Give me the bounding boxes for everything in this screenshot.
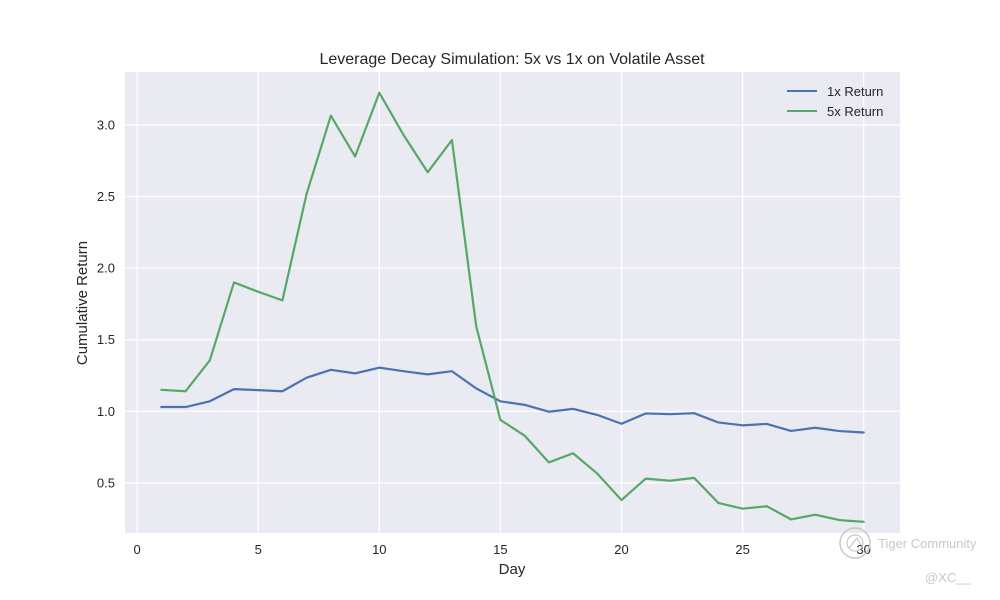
series-line-1x <box>160 366 865 434</box>
legend: 1x Return 5x Return <box>787 84 883 119</box>
x-tick-label: 10 <box>372 542 386 557</box>
x-tick-label: 20 <box>614 542 628 557</box>
watermark-handle: @XC__ <box>925 570 971 585</box>
x-tick-label: 5 <box>255 542 262 557</box>
x-tick-label: 30 <box>856 542 870 557</box>
watermark: Tiger Community @XC__ <box>839 527 977 585</box>
y-tick-label: 3.0 <box>97 117 115 132</box>
y-tick-label: 2.0 <box>97 261 115 276</box>
series-layer <box>160 91 865 523</box>
y-tick-label: 0.5 <box>97 475 115 490</box>
y-axis-label: Cumulative Return <box>74 241 91 365</box>
tiger-logo-icon <box>839 527 871 559</box>
chart-title: Leverage Decay Simulation: 5x vs 1x on V… <box>319 51 705 68</box>
x-axis-label: Day <box>499 561 526 578</box>
y-tick-label: 2.5 <box>97 189 115 204</box>
legend-label-5x: 5x Return <box>827 104 883 119</box>
plot-background <box>125 72 900 533</box>
x-tick-label: 15 <box>493 542 507 557</box>
watermark-brand: Tiger Community <box>878 536 977 551</box>
y-tick-label: 1.0 <box>97 404 115 419</box>
x-tick-label: 25 <box>735 542 749 557</box>
legend-label-1x: 1x Return <box>827 84 883 99</box>
series-line-5x <box>160 91 865 523</box>
tick-labels: 0 5 10 15 20 25 30 0.5 1.0 1.5 2.0 2.5 3.0 <box>97 117 871 557</box>
y-tick-label: 1.5 <box>97 332 115 347</box>
x-tick-label: 0 <box>133 542 140 557</box>
grid <box>125 72 900 533</box>
